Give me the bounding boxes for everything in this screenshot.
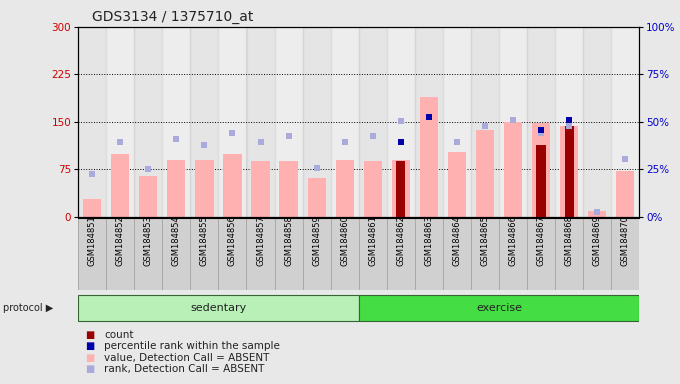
Bar [252,161,270,217]
Bar [616,171,634,217]
Text: sedentary: sedentary [190,303,247,313]
Text: percentile rank within the sample: percentile rank within the sample [104,341,280,351]
Bar [443,27,471,217]
Bar [392,160,410,217]
Bar [218,27,246,217]
Bar [555,27,583,217]
Bar [106,27,135,217]
Bar [163,27,190,217]
Bar [420,97,438,217]
Bar [358,27,387,217]
Bar [307,178,326,217]
Bar [583,27,611,217]
Bar [499,27,527,217]
Bar [359,295,639,321]
Bar [223,154,241,217]
Text: ■: ■ [85,330,95,340]
Bar [246,27,275,217]
Bar [190,27,218,217]
Bar [471,27,499,217]
Bar [611,27,639,217]
Bar [564,126,574,217]
Bar [588,211,607,217]
Text: GDS3134 / 1375710_at: GDS3134 / 1375710_at [92,10,253,23]
Bar [78,27,106,217]
Bar [335,160,354,217]
Bar [527,27,555,217]
Bar [167,160,186,217]
Bar [447,152,466,217]
Bar [78,295,359,321]
Bar [303,27,330,217]
Bar [560,126,578,217]
Text: rank, Detection Call = ABSENT: rank, Detection Call = ABSENT [104,364,265,374]
Bar [387,27,415,217]
Text: ■: ■ [85,364,95,374]
Bar [396,161,405,217]
Bar [504,122,522,217]
Text: ■: ■ [85,353,95,363]
Bar [279,161,298,217]
Text: value, Detection Call = ABSENT: value, Detection Call = ABSENT [104,353,269,363]
Bar [275,27,303,217]
Bar [330,27,359,217]
Bar [83,199,101,217]
Bar [139,176,158,217]
Text: count: count [104,330,133,340]
Text: protocol ▶: protocol ▶ [3,303,54,313]
Text: ■: ■ [85,341,95,351]
Bar [364,161,382,217]
Bar [476,129,494,217]
Bar [195,160,214,217]
Bar [537,146,545,217]
Text: exercise: exercise [476,303,522,313]
Bar [111,154,129,217]
Bar [415,27,443,217]
Bar [532,123,550,217]
Bar [134,27,163,217]
